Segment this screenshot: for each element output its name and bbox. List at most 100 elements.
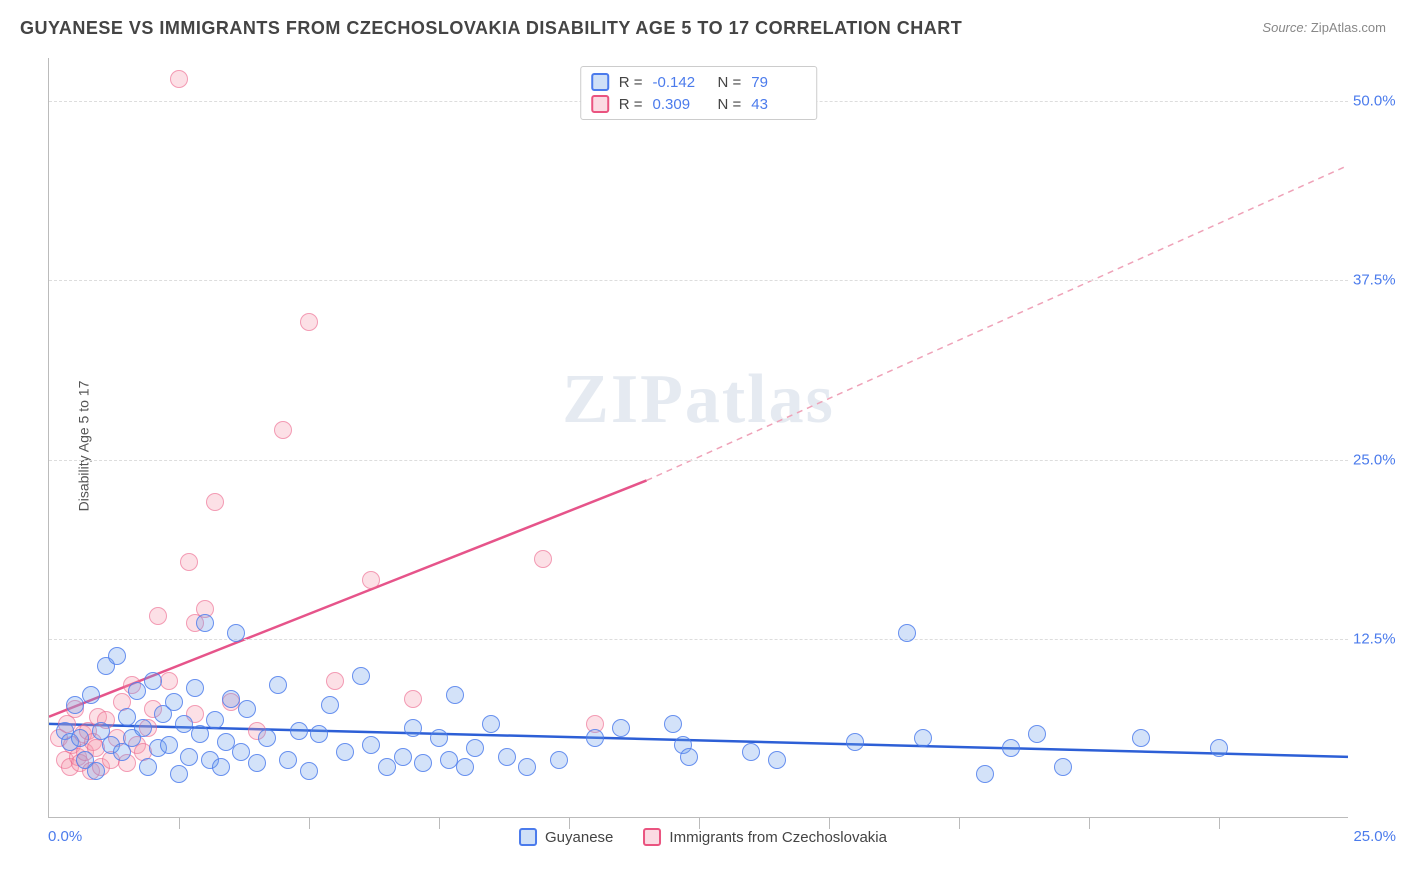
- y-tick-label: 37.5%: [1353, 272, 1406, 289]
- point-guyanese: [394, 748, 412, 766]
- point-guyanese: [846, 733, 864, 751]
- point-guyanese: [56, 722, 74, 740]
- point-guyanese: [404, 719, 422, 737]
- x-axis-min: 0.0%: [48, 828, 82, 845]
- point-guyanese: [321, 696, 339, 714]
- point-guyanese: [290, 722, 308, 740]
- point-czech: [139, 719, 157, 737]
- point-guyanese: [139, 758, 157, 776]
- point-czech: [300, 313, 318, 331]
- point-czech: [180, 553, 198, 571]
- point-guyanese: [128, 682, 146, 700]
- point-guyanese: [165, 693, 183, 711]
- point-guyanese: [440, 751, 458, 769]
- point-czech: [50, 729, 68, 747]
- y-tick-label: 25.0%: [1353, 451, 1406, 468]
- point-guyanese: [175, 715, 193, 733]
- y-tick-label: 50.0%: [1353, 93, 1406, 110]
- point-guyanese: [238, 700, 256, 718]
- point-czech: [71, 754, 89, 772]
- point-guyanese: [144, 672, 162, 690]
- point-guyanese: [310, 725, 328, 743]
- point-czech: [149, 607, 167, 625]
- point-guyanese: [102, 736, 120, 754]
- point-guyanese: [227, 624, 245, 642]
- point-guyanese: [674, 736, 692, 754]
- point-czech: [84, 733, 102, 751]
- point-czech: [123, 676, 141, 694]
- point-guyanese: [248, 754, 266, 772]
- point-czech: [206, 493, 224, 511]
- point-czech: [404, 690, 422, 708]
- point-czech: [61, 758, 79, 776]
- point-czech: [76, 743, 94, 761]
- point-guyanese: [680, 748, 698, 766]
- point-czech: [89, 708, 107, 726]
- point-guyanese: [87, 762, 105, 780]
- point-czech: [186, 614, 204, 632]
- point-guyanese: [446, 686, 464, 704]
- point-guyanese: [61, 733, 79, 751]
- point-czech: [113, 693, 131, 711]
- point-guyanese: [196, 614, 214, 632]
- point-guyanese: [212, 758, 230, 776]
- point-czech: [362, 571, 380, 589]
- point-guyanese: [352, 667, 370, 685]
- watermark: ZIPatlas: [562, 360, 835, 440]
- point-guyanese: [498, 748, 516, 766]
- point-guyanese: [612, 719, 630, 737]
- chart-title: GUYANESE VS IMMIGRANTS FROM CZECHOSLOVAK…: [20, 18, 1386, 39]
- source-attribution: Source: ZipAtlas.com: [1262, 20, 1386, 35]
- point-guyanese: [118, 708, 136, 726]
- point-guyanese: [160, 736, 178, 754]
- point-czech: [248, 722, 266, 740]
- point-czech: [128, 736, 146, 754]
- point-guyanese: [914, 729, 932, 747]
- point-guyanese: [976, 765, 994, 783]
- point-czech: [79, 722, 97, 740]
- point-czech: [87, 739, 105, 757]
- point-czech: [56, 751, 74, 769]
- point-guyanese: [414, 754, 432, 772]
- point-guyanese: [362, 736, 380, 754]
- point-guyanese: [191, 725, 209, 743]
- point-guyanese: [1054, 758, 1072, 776]
- point-guyanese: [71, 729, 89, 747]
- point-guyanese: [430, 729, 448, 747]
- point-guyanese: [232, 743, 250, 761]
- legend-item-guyanese: Guyanese: [519, 828, 613, 846]
- point-czech: [92, 758, 110, 776]
- point-czech: [118, 754, 136, 772]
- point-czech: [534, 550, 552, 568]
- point-guyanese: [1002, 739, 1020, 757]
- swatch-blue: [519, 828, 537, 846]
- legend-item-czech: Immigrants from Czechoslovakia: [643, 828, 887, 846]
- point-guyanese: [456, 758, 474, 776]
- point-czech: [108, 729, 126, 747]
- point-czech: [134, 743, 152, 761]
- point-guyanese: [378, 758, 396, 776]
- point-guyanese: [186, 679, 204, 697]
- point-czech: [58, 715, 76, 733]
- y-tick-label: 12.5%: [1353, 630, 1406, 647]
- point-guyanese: [206, 711, 224, 729]
- point-guyanese: [1028, 725, 1046, 743]
- point-guyanese: [336, 743, 354, 761]
- point-guyanese: [82, 686, 100, 704]
- point-czech: [102, 751, 120, 769]
- series-legend: Guyanese Immigrants from Czechoslovakia: [519, 828, 887, 846]
- point-czech: [97, 711, 115, 729]
- point-guyanese: [279, 751, 297, 769]
- point-guyanese: [586, 729, 604, 747]
- point-guyanese: [97, 657, 115, 675]
- point-czech: [274, 421, 292, 439]
- swatch-pink: [591, 95, 609, 113]
- point-guyanese: [518, 758, 536, 776]
- swatch-pink: [643, 828, 661, 846]
- point-guyanese: [76, 751, 94, 769]
- point-guyanese: [149, 739, 167, 757]
- point-czech: [222, 693, 240, 711]
- point-czech: [170, 70, 188, 88]
- point-guyanese: [108, 647, 126, 665]
- point-guyanese: [550, 751, 568, 769]
